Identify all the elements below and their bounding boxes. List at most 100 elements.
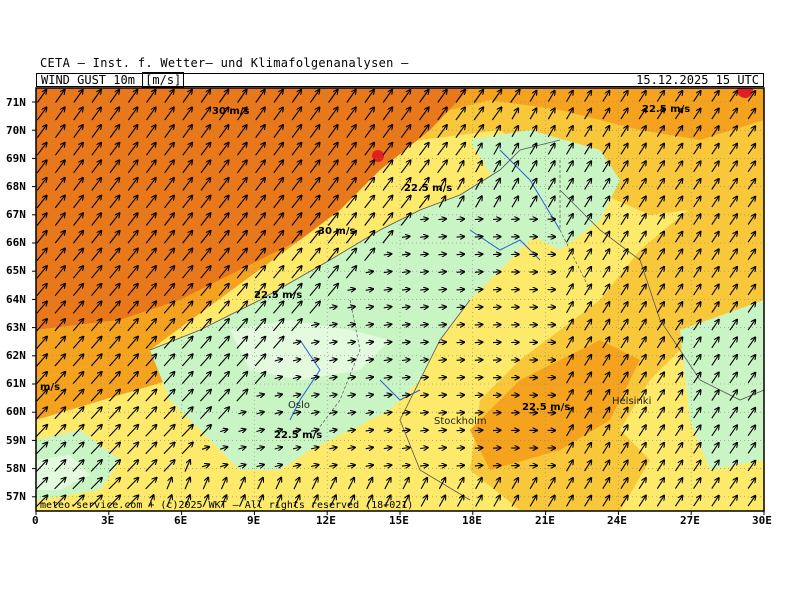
wind-arrow [54,407,66,420]
wind-arrow [182,266,193,279]
wind-arrow [620,249,628,261]
wind-arrow [674,108,682,120]
wind-arrow [584,214,592,225]
wind-arrow [292,447,301,449]
wind-arrow [163,389,175,402]
wind-arrow [73,125,83,139]
wind-arrow [364,90,374,103]
wind-arrow [511,108,518,120]
wind-arrow [711,302,719,313]
wind-arrow [620,443,628,454]
contour-label: 22.5 m/s [254,290,303,301]
wind-arrow [674,355,682,366]
wind-arrow [747,232,755,243]
wind-arrow [401,254,410,255]
wind-arrow [620,478,628,489]
wind-arrow [656,355,664,366]
wind-arrow [182,284,193,297]
wind-arrow [674,407,682,419]
wind-arrow [254,266,265,279]
wind-arrow [127,195,138,209]
wind-arrow [474,448,483,449]
wind-arrow [90,407,102,420]
wind-arrow [127,213,138,226]
wind-arrow [420,254,428,255]
wind-arrow [236,301,247,314]
wind-arrow [365,395,374,396]
wind-arrow [456,360,465,361]
wind-arrow [164,142,175,156]
wind-arrow [693,425,701,437]
wind-arrow [329,430,337,432]
wind-arrow [291,266,302,279]
wind-arrow [218,336,229,349]
wind-arrow [181,354,193,367]
wind-arrow [274,429,283,431]
wind-arrow [638,372,646,384]
wind-arrow [55,125,65,139]
wind-arrow [72,301,83,314]
wind-arrow [383,359,392,360]
wind-arrow [638,460,646,472]
wind-arrow [729,302,737,313]
wind-arrow [109,354,121,367]
wind-arrow [566,108,574,120]
wind-arrow [218,319,229,332]
wind-arrow [438,495,445,507]
wind-arrow [329,342,337,344]
wind-arrow [711,390,719,401]
wind-arrow [584,407,592,419]
wind-arrow [309,231,320,244]
wind-arrow [91,178,102,191]
wind-arrow [127,142,138,156]
wind-arrow [438,219,446,220]
wind-arrow [656,372,664,384]
wind-arrow [292,412,301,414]
wind-arrow [400,160,411,174]
wind-arrow [365,307,374,308]
wind-arrow [127,460,139,472]
wind-arrow [566,478,574,490]
wind-arrow [420,465,428,466]
wind-arrow [711,161,719,173]
wind-arrow [254,319,265,332]
wind-arrow [693,390,701,401]
wind-arrow [747,302,755,313]
gust-max-spot-ne [737,88,753,98]
wind-arrow [693,143,701,155]
wind-arrow [438,254,446,255]
wind-arrow [566,126,574,138]
wind-arrow [602,108,610,120]
wind-arrow [127,231,138,244]
wind-arrow [493,178,500,190]
wind-arrow [163,407,175,420]
wind-arrow [73,107,83,121]
city-oslo: Oslo [288,400,310,411]
wind-arrow [90,389,102,402]
wind-arrow [163,442,175,455]
wind-arrow [145,478,157,490]
wind-arrow [54,442,66,455]
wind-arrow [711,267,719,278]
wind-arrow [127,248,138,261]
wind-arrow [729,108,737,120]
wind-arrow [36,425,48,437]
wind-arrow [364,248,375,261]
wind-arrow [638,91,646,102]
wind-arrow [347,447,356,448]
wind-arrow [127,284,138,297]
wind-arrow [90,319,101,332]
wind-arrow [656,443,664,454]
wind-arrow [236,354,248,367]
wind-arrow [236,336,247,349]
wind-arrow [291,107,301,121]
wind-arrow [456,377,465,378]
wind-arrow [475,178,482,190]
wind-arrow [747,214,755,225]
wind-arrow [145,460,157,472]
wind-arrow [291,90,301,103]
wind-arrow [166,495,172,508]
wind-arrow [163,284,174,297]
wind-arrow [291,213,302,226]
wind-arrow [345,231,356,244]
